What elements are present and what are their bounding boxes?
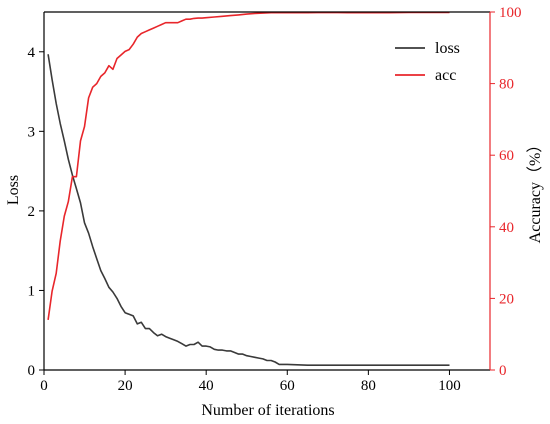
- y-tick-label-right: 0: [499, 363, 507, 379]
- y-tick-label-left: 3: [28, 124, 36, 140]
- y-tick-label-right: 20: [499, 291, 514, 307]
- y-tick-label-right: 80: [499, 77, 514, 93]
- x-axis-label: Number of iterations: [201, 402, 334, 419]
- y-tick-label-right: 100: [499, 5, 522, 21]
- legend-label-loss: loss: [435, 40, 460, 57]
- legend-label-acc: acc: [435, 67, 456, 84]
- y-tick-label-left: 4: [28, 45, 36, 61]
- y-axis-label-left: Loss: [5, 175, 22, 205]
- series-line-acc: [47, 11, 450, 321]
- x-tick-label: 100: [438, 378, 461, 394]
- x-tick-label: 40: [199, 378, 214, 394]
- y-tick-label-left: 2: [28, 204, 36, 220]
- y-tick-label-left: 0: [28, 363, 36, 379]
- series-line-loss: [47, 54, 450, 367]
- x-tick-label: 60: [280, 378, 295, 394]
- y-axis-label-right: Accuracy（%）: [526, 137, 544, 244]
- legend: loss acc: [395, 40, 460, 84]
- plot-area: [47, 11, 450, 367]
- y-tick-label-left: 1: [28, 283, 36, 299]
- x-tick-label: 20: [118, 378, 133, 394]
- axes: [43, 11, 491, 371]
- y-tick-label-right: 60: [499, 148, 514, 164]
- x-tick-label: 80: [361, 378, 376, 394]
- x-tick-label: 0: [40, 378, 48, 394]
- y-tick-label-right: 40: [499, 220, 514, 236]
